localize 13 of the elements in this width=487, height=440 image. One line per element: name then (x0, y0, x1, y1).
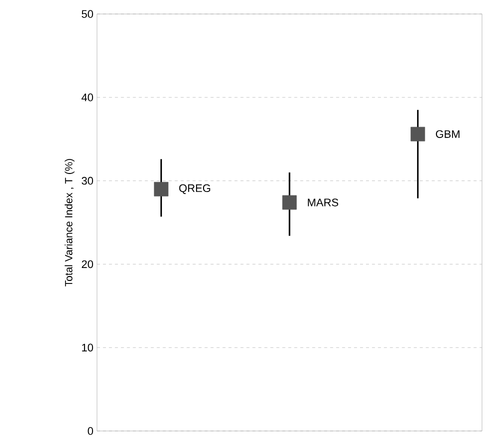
y-tick-label: 50 (82, 10, 94, 18)
point (154, 182, 168, 196)
y-tick-label: 0 (88, 427, 94, 435)
y-tick-label: 30 (82, 176, 94, 185)
point (410, 126, 426, 142)
y-tick-label: 10 (82, 344, 94, 352)
y-axis-title: Total Variance Index , T (%) (64, 159, 74, 286)
y-tick-label: 40 (82, 94, 94, 102)
data-label: GBM (436, 130, 460, 138)
y-tick-label: 20 (82, 260, 94, 268)
data-label: QREG (179, 184, 210, 194)
point (282, 195, 297, 210)
data-label: MARS (308, 198, 338, 206)
